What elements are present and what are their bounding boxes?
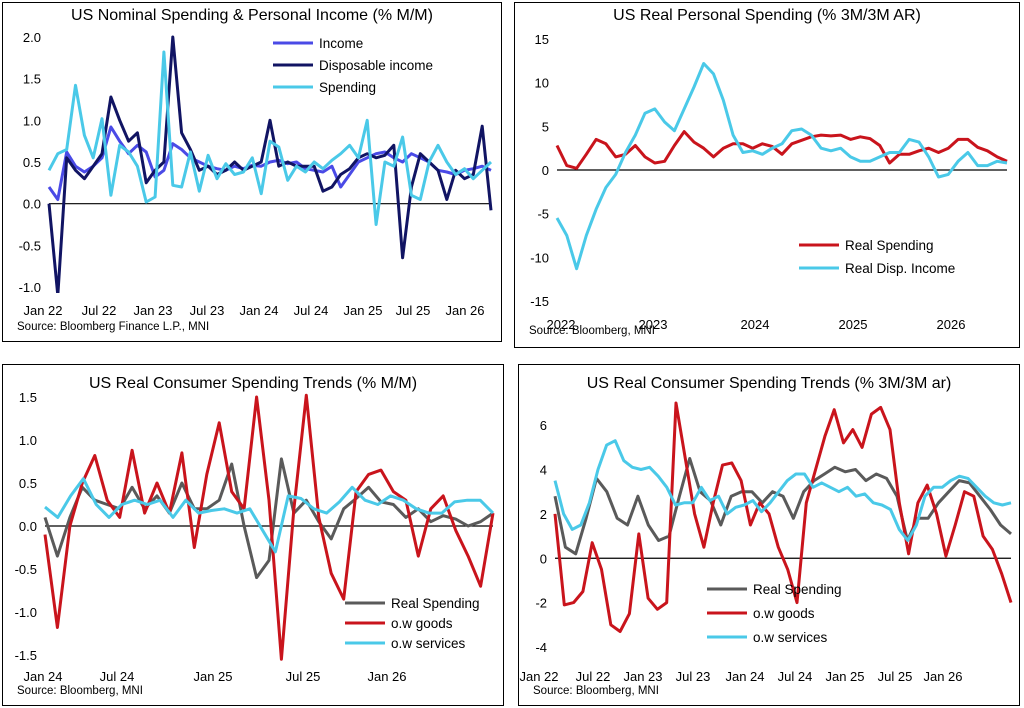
x-tick-label: 2025 xyxy=(839,317,868,332)
y-tick-label: -1.5 xyxy=(15,648,37,663)
chart-plot: 15 10 5 0 -5 -10 -15 2022 2023 2024 2025 2026 Real S… xyxy=(530,32,1008,332)
chart-title: US Real Personal Spending (% 3M/3M AR) xyxy=(613,7,921,24)
chart-source: Source: Bloomberg, MNI xyxy=(529,325,655,337)
x-tick-label: Jan 24 xyxy=(23,669,62,684)
y-tick-label: 0 xyxy=(540,551,547,566)
y-tick-label: 15 xyxy=(535,32,549,47)
legend-label: Real Disp. Income xyxy=(845,261,955,276)
y-tick-label: 1.5 xyxy=(23,72,41,87)
x-tick-label: Jul 24 xyxy=(100,669,135,684)
chart-source: Source: Bloomberg, MNI xyxy=(17,685,143,697)
y-tick-label: 10 xyxy=(535,76,549,91)
series-line-1 xyxy=(47,125,492,201)
y-tick-label: 2.0 xyxy=(23,30,41,45)
legend-label: Spending xyxy=(319,80,376,95)
series-line-2 xyxy=(47,35,493,293)
series-line-2 xyxy=(555,62,1008,271)
x-tick-label: Jan 25 xyxy=(193,669,232,684)
x-tick-label: Jan 23 xyxy=(623,669,662,684)
series-line-3 xyxy=(44,477,495,554)
x-tick-label: Jan 25 xyxy=(343,303,382,318)
x-tick-label: Jul 24 xyxy=(294,303,329,318)
chart-title: US Real Consumer Spending Trends (% 3M/3… xyxy=(586,375,952,392)
chart-plot: 6 4 2 0 -2 -4 Jan 22 Jul 22 Jan 23 Jul 23 Jan 24 Ju… xyxy=(519,401,1013,684)
x-tick-label: Jan 22 xyxy=(519,669,558,684)
chart-source: Source: Bloomberg, MNI xyxy=(533,685,659,697)
x-tick-label: Jul 24 xyxy=(778,669,813,684)
chart-panel-nominal-spending-income: US Nominal Spending & Personal Income (%… xyxy=(2,2,502,342)
x-tick-label: Jan 26 xyxy=(367,669,406,684)
y-tick-label: 4 xyxy=(540,463,547,478)
x-tick-label: Jan 25 xyxy=(825,669,864,684)
legend-label: Disposable income xyxy=(319,58,433,73)
y-tick-label: 2 xyxy=(540,507,547,522)
series-line-3 xyxy=(553,439,1012,542)
y-tick-label: 5 xyxy=(542,119,549,134)
legend-label: o.w goods xyxy=(753,606,815,621)
y-tick-label: 0.0 xyxy=(23,197,41,212)
y-tick-label: -1.0 xyxy=(19,280,41,295)
legend-label: o.w services xyxy=(391,636,466,651)
legend-label: Real Spending xyxy=(391,596,480,611)
chart-title: US Nominal Spending & Personal Income (%… xyxy=(71,7,433,24)
series-line-2 xyxy=(553,401,1013,633)
y-tick-label: -4 xyxy=(535,640,547,655)
y-tick-label: -15 xyxy=(530,294,549,309)
x-tick-label: 2026 xyxy=(937,317,966,332)
x-tick-label: Jul 22 xyxy=(82,303,117,318)
x-tick-label: Jul 22 xyxy=(576,669,611,684)
chart-title: US Real Consumer Spending Trends (% M/M) xyxy=(88,375,418,392)
y-tick-label: 0 xyxy=(542,163,549,178)
x-tick-label: 2022 xyxy=(547,317,576,332)
x-tick-label: Jul 25 xyxy=(396,303,431,318)
x-tick-label: Jul 25 xyxy=(286,669,321,684)
x-tick-label: Jan 26 xyxy=(923,669,962,684)
chart-panel-real-consumer-mm: US Real Consumer Spending Trends (% M/M)… xyxy=(2,364,504,706)
y-tick-label: -1.0 xyxy=(15,605,37,620)
y-tick-label: -0.5 xyxy=(19,238,41,253)
chart-panel-real-personal-spending: US Real Personal Spending (% 3M/3M AR) 1… xyxy=(514,2,1020,348)
chart-plot: 2.0 1.5 1.0 0.5 0.0 -0.5 -1.0 Jan 22 Jul 22 Jan 2… xyxy=(19,30,493,318)
x-tick-label: Jan 23 xyxy=(133,303,172,318)
legend-label: Real Spending xyxy=(753,582,842,597)
y-tick-label: 1.0 xyxy=(19,433,37,448)
y-tick-label: 0.0 xyxy=(19,519,37,534)
y-tick-label: 6 xyxy=(540,418,547,433)
legend-label: Real Spending xyxy=(845,238,934,253)
y-tick-label: -0.5 xyxy=(15,562,37,577)
y-tick-label: -10 xyxy=(530,250,549,265)
x-tick-label: Jan 24 xyxy=(239,303,278,318)
y-tick-label: 0.5 xyxy=(23,155,41,170)
x-tick-label: 2023 xyxy=(639,317,668,332)
series-line-1 xyxy=(555,130,1008,170)
y-tick-label: 1.5 xyxy=(19,390,37,405)
x-tick-label: Jan 22 xyxy=(23,303,62,318)
chart-panel-real-consumer-3m: US Real Consumer Spending Trends (% 3M/3… xyxy=(518,364,1020,706)
y-tick-label: -2 xyxy=(535,596,547,611)
x-tick-label: Jan 26 xyxy=(445,303,484,318)
x-tick-label: Jan 24 xyxy=(725,669,764,684)
x-tick-label: Jul 23 xyxy=(190,303,225,318)
legend-label: Income xyxy=(319,36,363,51)
legend-label: o.w goods xyxy=(391,616,453,631)
series-line-3 xyxy=(47,50,493,226)
x-tick-label: 2024 xyxy=(741,317,770,332)
legend-label: o.w services xyxy=(753,630,828,645)
y-tick-label: 1.0 xyxy=(23,113,41,128)
y-tick-label: -5 xyxy=(537,207,549,222)
y-tick-label: 0.5 xyxy=(19,476,37,491)
x-tick-label: Jul 25 xyxy=(878,669,913,684)
chart-source: Source: Bloomberg Finance L.P., MNI xyxy=(17,321,210,333)
series-line-2 xyxy=(43,393,495,661)
chart-plot: 1.5 1.0 0.5 0.0 -0.5 -1.0 -1.5 Jan 24 Jul 24 Jan … xyxy=(15,390,495,684)
x-tick-label: Jul 23 xyxy=(676,669,711,684)
